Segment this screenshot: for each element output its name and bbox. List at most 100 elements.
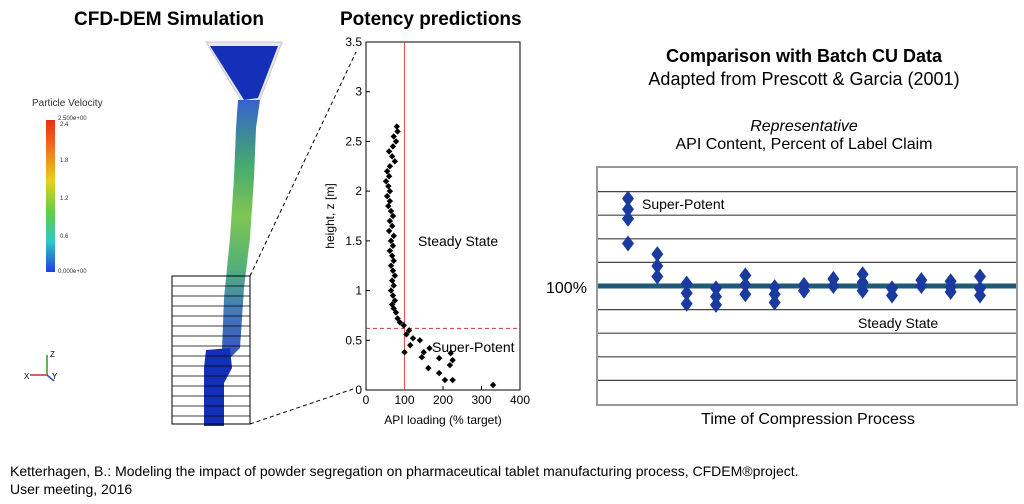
comparison-x-label: Time of Compression Process bbox=[701, 411, 915, 428]
data-point bbox=[389, 267, 397, 274]
data-point bbox=[710, 280, 722, 297]
data-point bbox=[489, 381, 497, 389]
data-point bbox=[622, 190, 634, 207]
citation-line-2: User meeting, 2016 bbox=[10, 481, 133, 497]
label-100-percent: 100% bbox=[546, 280, 587, 297]
data-point bbox=[388, 301, 396, 308]
data-point bbox=[401, 349, 408, 356]
data-point bbox=[416, 337, 424, 344]
data-point bbox=[390, 133, 397, 140]
y-tick-label: 2 bbox=[355, 184, 362, 198]
y-tick-label: 3.5 bbox=[345, 36, 362, 49]
colorbar-tick: 2.4 bbox=[60, 122, 69, 128]
y-tick-label: 0.5 bbox=[345, 333, 362, 347]
simulation-title: CFD-DEM Simulation bbox=[74, 9, 264, 30]
citation-line-1: Ketterhagen, B.: Modeling the impact of … bbox=[10, 463, 799, 479]
data-point bbox=[622, 235, 634, 252]
data-point bbox=[386, 163, 394, 170]
data-point bbox=[392, 138, 400, 145]
potency-plot-frame bbox=[365, 41, 521, 391]
y-tick-label: 0 bbox=[355, 383, 362, 397]
potency-x-label: API loading (% target) bbox=[384, 413, 501, 427]
simulation-render bbox=[171, 41, 357, 426]
data-point bbox=[382, 178, 390, 185]
data-point bbox=[391, 158, 399, 165]
data-point bbox=[710, 296, 722, 313]
data-point bbox=[680, 285, 693, 302]
data-point bbox=[974, 287, 986, 304]
y-tick-label: 1.5 bbox=[345, 234, 362, 248]
data-point bbox=[389, 242, 397, 250]
data-point bbox=[407, 342, 414, 349]
data-point bbox=[768, 286, 781, 303]
data-point bbox=[915, 278, 928, 294]
colorbar-title: Particle Velocity bbox=[32, 98, 103, 109]
zoom-connector-bottom bbox=[249, 387, 357, 425]
colorbar-tick: 1.8 bbox=[60, 158, 69, 164]
data-point bbox=[886, 287, 898, 304]
data-point bbox=[827, 278, 840, 294]
data-point bbox=[974, 268, 986, 285]
data-point bbox=[383, 192, 391, 200]
data-point bbox=[385, 202, 392, 210]
steady-state-annotation: Steady State bbox=[418, 233, 498, 249]
x-tick-label: 0 bbox=[363, 393, 370, 407]
data-point bbox=[739, 267, 752, 284]
y-tick-label: 1 bbox=[355, 284, 362, 298]
colorbar-legend: Particle Velocity 2.500e+00 2.4 1.8 1.2 … bbox=[2, 98, 162, 298]
citation: Ketterhagen, B.: Modeling the impact of … bbox=[10, 462, 799, 498]
data-point bbox=[400, 322, 407, 329]
data-point bbox=[435, 354, 443, 362]
data-point bbox=[409, 335, 417, 342]
data-point bbox=[680, 275, 693, 292]
colorbar-gradient bbox=[46, 120, 55, 272]
flow-column bbox=[222, 100, 260, 358]
colorbar-tick-max: 2.500e+00 bbox=[58, 116, 87, 122]
data-point bbox=[387, 237, 395, 245]
data-point bbox=[385, 227, 393, 235]
data-point bbox=[418, 353, 426, 361]
data-point bbox=[388, 222, 396, 230]
triad-z-label: Z bbox=[50, 350, 55, 359]
comparison-caption: Representative API Content, Percent of L… bbox=[584, 118, 1024, 154]
data-point bbox=[390, 232, 397, 240]
data-point bbox=[446, 361, 454, 369]
potency-title: Potency predictions bbox=[340, 9, 522, 30]
super-potent-annotation: Super-Potent bbox=[432, 339, 515, 355]
data-point bbox=[622, 210, 634, 227]
data-point bbox=[394, 315, 401, 322]
data-point bbox=[403, 331, 410, 338]
data-point bbox=[391, 272, 399, 279]
colorbar-tick: 0.6 bbox=[60, 234, 69, 240]
x-tick-label: 200 bbox=[433, 393, 453, 407]
colorbar-tick-min: 0.000e+00 bbox=[58, 269, 87, 275]
caption-representative: Representative bbox=[750, 118, 858, 135]
potency-y-label: height, z [m] bbox=[323, 183, 337, 248]
super-potent-label: Super-Potent bbox=[642, 196, 725, 212]
comparison-header: Comparison with Batch CU Data Adapted fr… bbox=[584, 46, 1024, 90]
colorbar-tick: 1.2 bbox=[60, 196, 69, 202]
outlet-grid-lines bbox=[172, 285, 250, 417]
data-point bbox=[388, 252, 396, 259]
caption-api-content: API Content, Percent of Label Claim bbox=[675, 136, 933, 153]
comparison-title: Comparison with Batch CU Data bbox=[665, 46, 943, 66]
comparison-subtitle: Adapted from Prescott & Garcia (2001) bbox=[648, 69, 960, 89]
data-point bbox=[386, 247, 394, 254]
data-point bbox=[651, 268, 664, 285]
data-point bbox=[386, 197, 394, 205]
x-tick-label: 400 bbox=[510, 393, 530, 407]
data-point bbox=[651, 257, 664, 274]
data-point bbox=[389, 143, 397, 150]
lower-chamber bbox=[204, 348, 232, 426]
data-point bbox=[944, 283, 957, 300]
data-point bbox=[856, 266, 869, 283]
data-point bbox=[739, 286, 752, 303]
data-point bbox=[449, 356, 456, 364]
triad-x-label: X bbox=[24, 372, 30, 381]
data-point bbox=[739, 276, 752, 293]
data-point bbox=[390, 257, 397, 264]
data-point bbox=[391, 297, 399, 304]
data-point bbox=[856, 274, 869, 291]
data-point bbox=[387, 207, 395, 215]
data-point bbox=[386, 217, 394, 225]
